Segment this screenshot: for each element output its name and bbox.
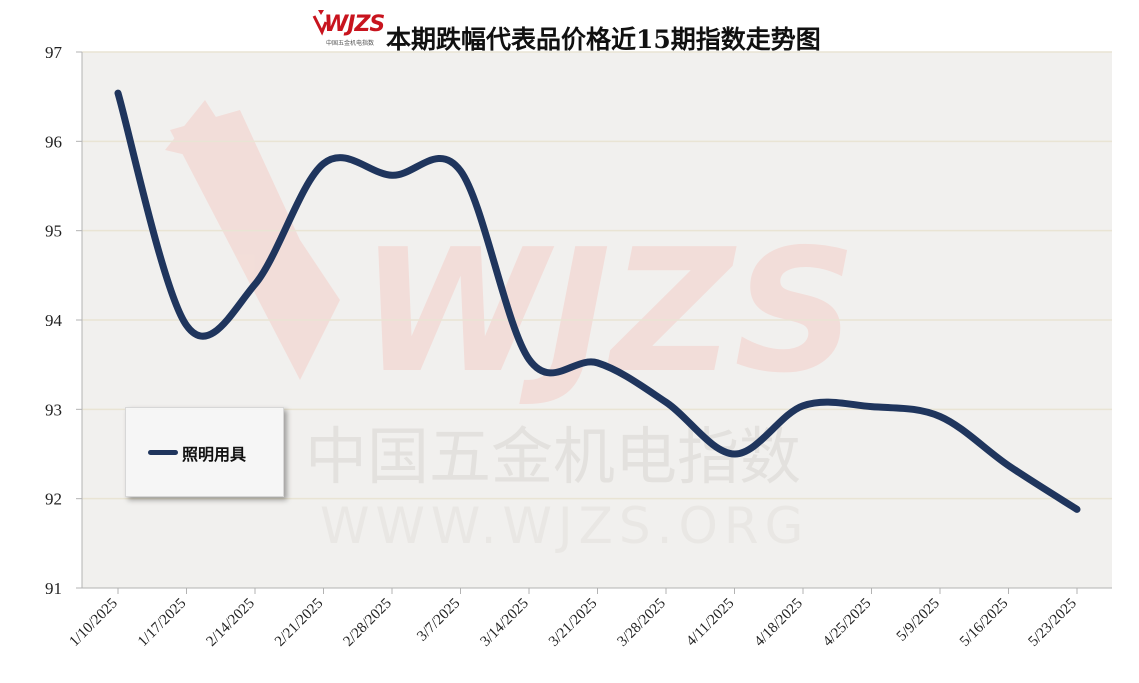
x-tick-label: 1/17/2025: [135, 596, 189, 650]
x-tick-label: 4/11/2025: [683, 596, 737, 650]
y-tick-label: 96: [45, 132, 62, 151]
watermark: WJZS 中国五金机电指数 WWW.WJZS.ORG: [165, 100, 856, 555]
watermark-text-en: WWW.WJZS.ORG: [320, 497, 809, 555]
logo-subtext: 中国五金机电指数: [326, 40, 375, 47]
x-tick-label: 3/14/2025: [477, 596, 531, 650]
watermark-text-cn: 中国五金机电指数: [305, 420, 801, 493]
y-tick-labels: 91 92 93 94 95 96 97: [45, 43, 82, 598]
x-tick-label: 2/14/2025: [203, 596, 257, 650]
x-tick-label: 5/9/2025: [894, 596, 943, 645]
x-tick-label: 4/25/2025: [820, 596, 874, 650]
watermark-logo-letters: WJZS: [360, 213, 856, 411]
y-tick-label: 94: [45, 311, 63, 330]
x-tick-label: 2/28/2025: [340, 596, 394, 650]
watermark-arrow-icon: [170, 110, 340, 380]
legend: 照明用具: [125, 407, 284, 497]
legend-swatch: [148, 450, 178, 455]
x-tick-labels: 1/10/2025 1/17/2025 2/14/2025 2/21/2025 2/28…: [66, 588, 1080, 650]
y-tick-label: 95: [45, 222, 62, 241]
chart-title: 本期跌幅代表品价格近15期指数走势图: [386, 25, 821, 54]
chart-header: WJZS 中国五金机电指数 本期跌幅代表品价格近15期指数走势图: [0, 8, 1139, 54]
series-line-lighting: [114, 89, 1081, 513]
legend-label: 照明用具: [182, 445, 247, 464]
logo-text: WJZS: [324, 12, 385, 37]
x-tick-label: 2/21/2025: [272, 596, 326, 650]
x-tick-label: 3/28/2025: [614, 596, 668, 650]
grid-lines: [82, 51, 1112, 500]
y-tick-label: 92: [45, 490, 62, 509]
wjzs-logo: [312, 10, 328, 36]
y-tick-label: 93: [45, 400, 62, 419]
x-tick-label: 1/10/2025: [66, 596, 120, 650]
x-tick-label: 4/18/2025: [751, 596, 805, 650]
watermark-arrow-head-icon: [165, 100, 250, 170]
x-tick-label: 5/16/2025: [957, 596, 1011, 650]
x-tick-label: 3/7/2025: [414, 596, 463, 645]
x-tick-label: 3/21/2025: [546, 596, 600, 650]
y-tick-label: 97: [45, 43, 63, 62]
x-tick-label: 5/23/2025: [1025, 596, 1079, 650]
y-tick-label: 91: [45, 579, 62, 598]
